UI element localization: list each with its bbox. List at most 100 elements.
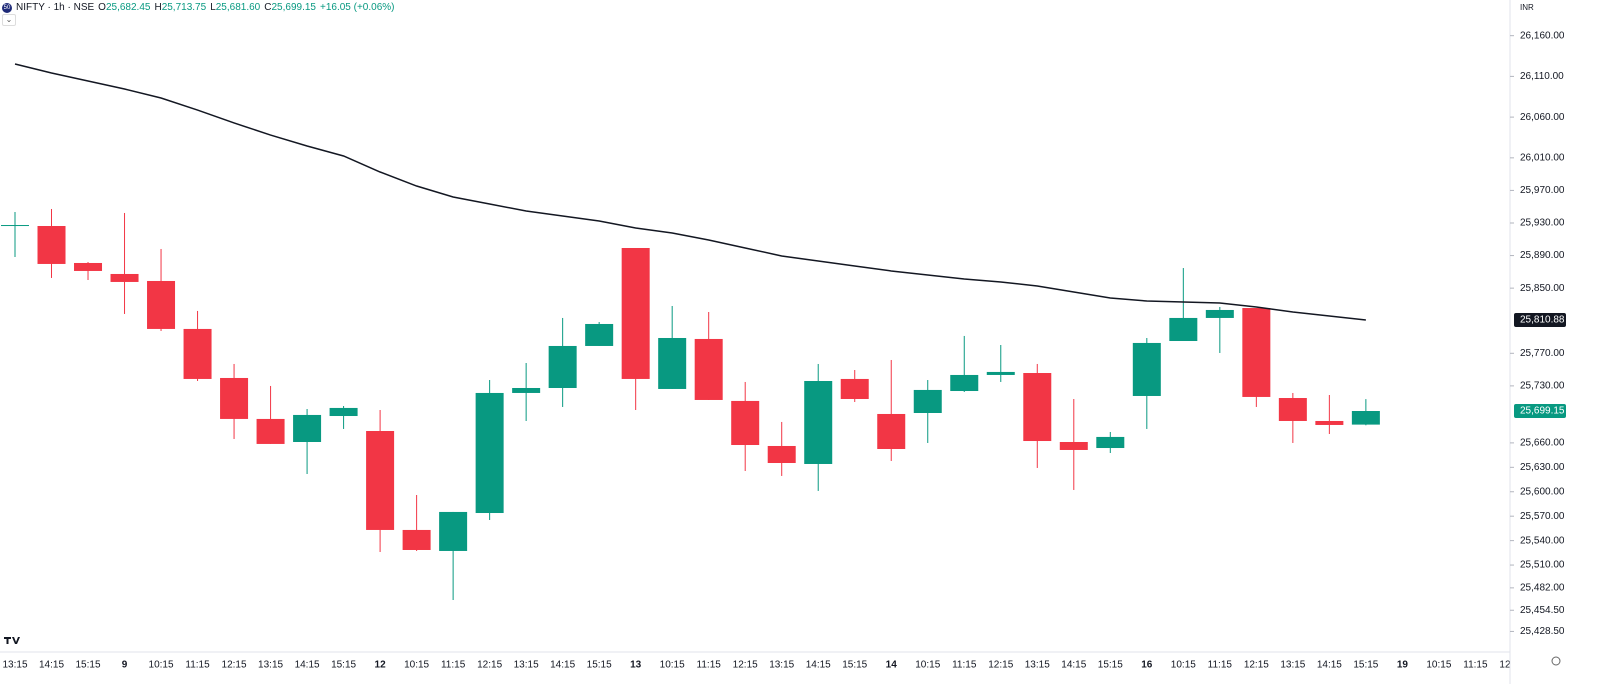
x-tick-label: 10:15 [149,660,174,671]
y-tick-label: 25,730.00 [1520,381,1565,392]
y-tick-label: 25,770.00 [1520,348,1565,359]
y-tick-label: 25,510.00 [1520,560,1565,571]
candle-body [986,371,1015,375]
candle-body [548,345,577,388]
x-tick-label: 11:15 [697,660,722,671]
settings-icon[interactable] [1551,656,1561,666]
candle-body [1059,441,1088,450]
x-tick-label: 14:15 [550,660,575,671]
price-axis: 26,160.00 26,110.00 26,060.00 26,010.00 25,9… [1510,30,1565,637]
candle-body [74,262,103,271]
candle-body [658,337,687,389]
y-tick-label: 26,160.00 [1520,30,1565,41]
y-tick-label: 25,482.00 [1520,582,1565,593]
candle-body [402,529,431,550]
y-tick-label: 26,110.00 [1520,71,1564,82]
candle-body [1096,436,1125,449]
candle-body [694,338,723,400]
close-key: C [264,2,272,13]
x-tick-label: 12:15 [477,660,502,671]
candle-body [1,225,29,227]
y-tick-label: 25,850.00 [1520,283,1565,294]
candle-body [1242,308,1271,397]
candle-body [37,226,66,264]
x-tick-label: 15:15 [76,660,101,671]
x-tick-label: 15:15 [842,660,867,671]
candle-body [621,247,650,379]
x-tick-label: 12:15 [1244,660,1269,671]
x-tick-label: 13 [630,660,642,671]
candle-body [877,413,906,449]
x-tick-label: 13:15 [1280,660,1305,671]
x-tick-label: 11:15 [952,660,977,671]
y-tick-label: 25,930.00 [1520,218,1565,229]
candle-body [1351,411,1380,425]
x-tick-label: 15:15 [1353,660,1378,671]
x-tick-label: 13:15 [769,660,794,671]
candle-body [840,378,869,399]
x-tick-label: 15:15 [1098,660,1123,671]
legend-header: 50 NIFTY · 1h · NSE O25,682.45 H25,713.7… [2,2,394,13]
candle-body [183,328,212,379]
x-tick-label: 12:15 [222,660,247,671]
x-tick-label: 11:15 [1208,660,1233,671]
y-tick-label: 25,660.00 [1520,438,1565,449]
candle-body [293,414,322,442]
y-tick-label: 25,540.00 [1520,535,1565,546]
x-tick-label: 13:15 [514,660,539,671]
y-tick-label: 26,010.00 [1520,152,1565,163]
candle-body [585,323,614,346]
moving-average [14,63,1366,321]
x-tick-label: 12:15 [733,660,758,671]
candle-body [767,445,796,464]
open-key: O [98,2,106,13]
x-tick-label: 12:15 [988,660,1013,671]
plot-area [1,63,1380,600]
x-tick-label: 15:15 [331,660,356,671]
x-tick-label: 12 [375,660,387,671]
x-tick-label: 10:15 [660,660,685,671]
x-tick-label: 11:15 [441,660,466,671]
x-tick-label: 13:15 [258,660,283,671]
ma-price-label: 25,810.88 [1520,315,1565,326]
x-tick-label: 19 [1397,660,1409,671]
low-value: 25,681.60 [215,2,261,13]
symbol: NIFTY · 1h · NSE [16,2,95,13]
candle-body [731,400,760,446]
currency: INR [1520,3,1534,12]
x-tick-label: 14:15 [1317,660,1342,671]
last-price-tag [1514,404,1566,419]
candle-body [804,380,833,464]
change-value: +16.05 (+0.06%) [319,2,395,13]
ma-price-tag [1514,313,1566,328]
x-tick-label: 10:15 [1426,660,1451,671]
candle-body [329,407,358,417]
candle-body [475,392,504,514]
x-tick-label: 14:15 [1061,660,1086,671]
x-tick-label: 13:15 [1025,660,1050,671]
x-tick-label: 14:15 [295,660,320,671]
candle-body [1023,373,1052,442]
low-key: L [210,2,216,13]
candle-body [913,389,942,413]
candle-body [110,273,139,282]
price-axis-panel [1510,0,1600,684]
high-key: H [154,2,162,13]
candle-body [512,387,541,393]
x-tick-label: 14 [886,660,898,671]
open-value: 25,682.45 [105,2,151,13]
collapse-button[interactable]: ⌄ [2,14,16,26]
x-tick-label: 11:15 [185,660,210,671]
close-value: 25,699.15 [271,2,316,13]
y-tick-label: 26,060.00 [1520,112,1565,123]
x-tick-label: 10:15 [1171,660,1196,671]
last-price-label: 25,699.15 [1520,406,1565,417]
candle-body [256,418,285,444]
candle-body [1205,309,1234,318]
x-tick-label: 14:15 [39,660,64,671]
tv-logo [4,637,20,644]
symbol-logo: 50 [2,2,12,13]
x-tick-label: 10:15 [915,660,940,671]
candle-body [950,374,979,392]
